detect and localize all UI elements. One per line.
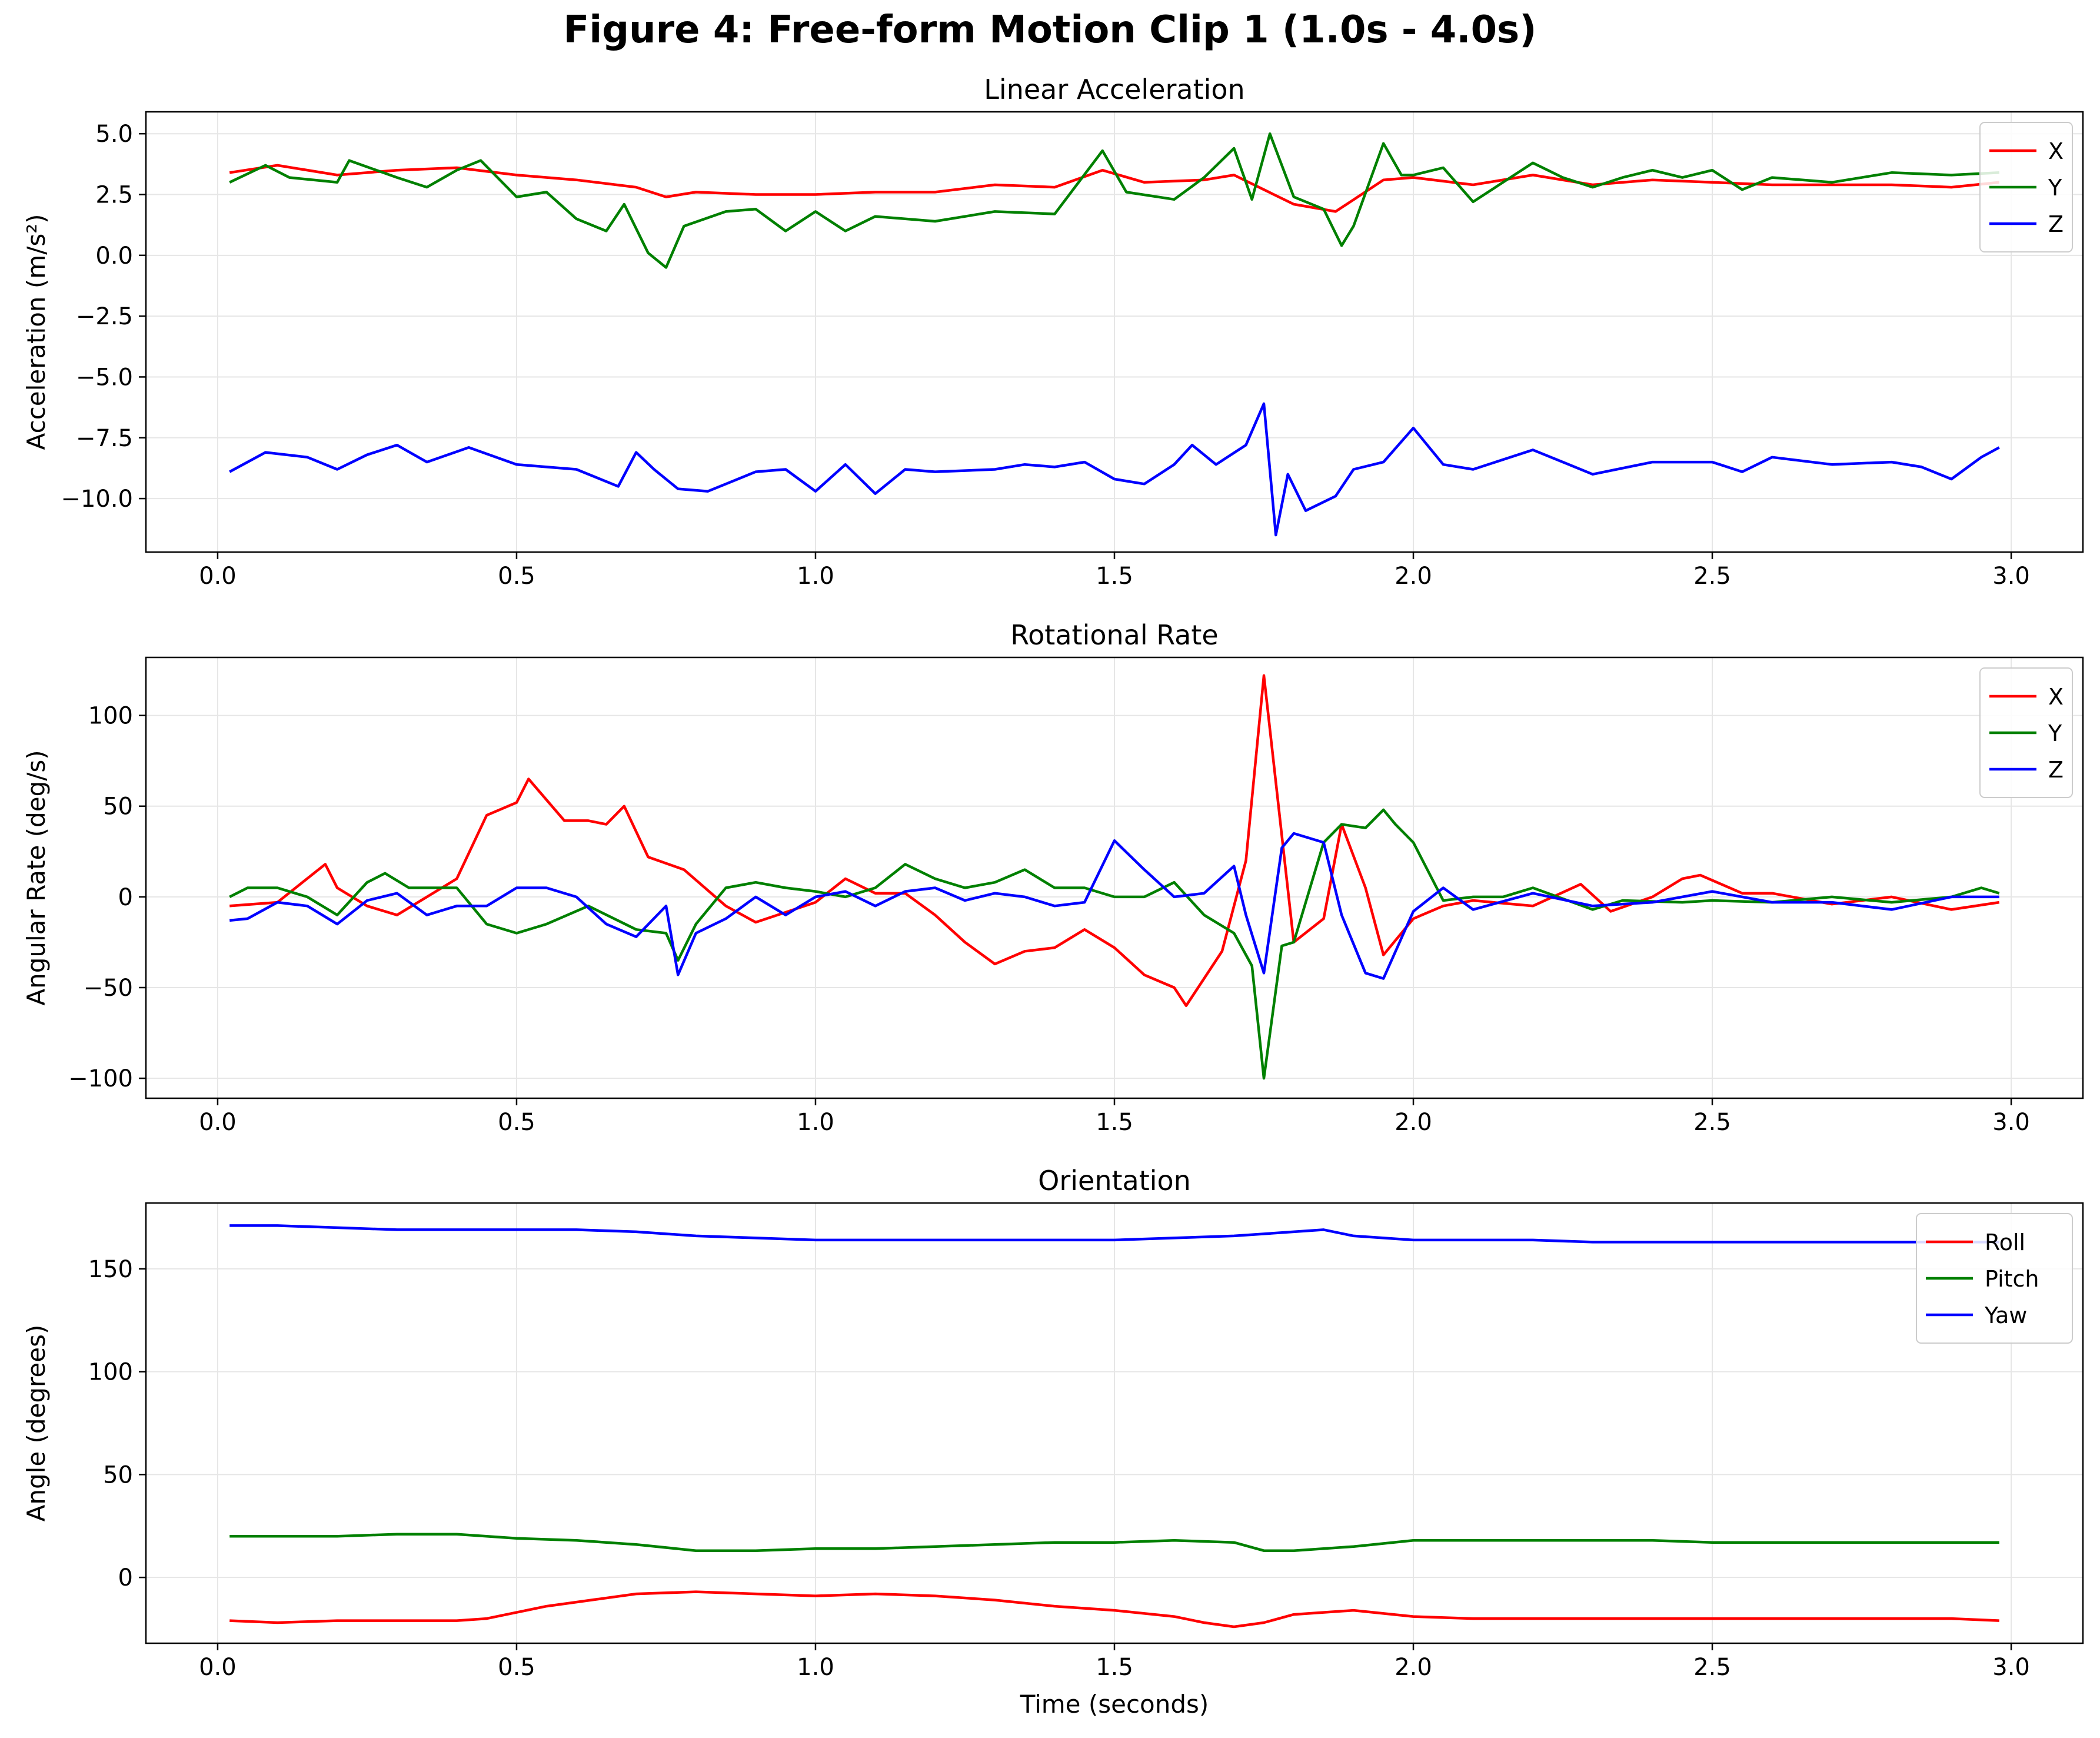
y-tick-label: 100: [88, 1359, 133, 1386]
x-tick-label: 0.0: [199, 563, 237, 590]
y-tick-label: −10.0: [61, 486, 133, 513]
legend: Roll Pitch Yaw: [1916, 1213, 2073, 1344]
chart-panel-1: 0.0 0.5 1.0 1.5 2.0 2.5 3.0 −10.0 −7.5 −5.0 −2.5 0.…: [22, 74, 2084, 590]
x-tick-label: 1.5: [1096, 1654, 1133, 1681]
y-tick-label: 50: [103, 1461, 133, 1488]
y-tick-label: −2.5: [76, 303, 133, 330]
series-line-roll: [229, 1590, 1999, 1629]
legend-label-y: Y: [2048, 175, 2062, 201]
legend-box: [1916, 1213, 2073, 1344]
y-tick-label: 5.0: [95, 121, 133, 148]
y-axis-label: Angle (degrees): [22, 1325, 51, 1522]
series-line-pitch: [229, 1533, 1999, 1552]
x-tick-label: 1.5: [1096, 1109, 1133, 1136]
x-tick-label: 2.5: [1693, 563, 1731, 590]
x-tick-label: 0.5: [498, 1109, 535, 1136]
series-line-y: [229, 132, 1999, 269]
chart-title: Rotational Rate: [1010, 619, 1218, 651]
x-tick-label: 2.5: [1693, 1654, 1731, 1681]
y-tick-label: 50: [103, 793, 133, 820]
legend-label-x: X: [2048, 684, 2064, 710]
x-tick-label: 0.5: [498, 563, 535, 590]
x-tick-label: 2.0: [1395, 1109, 1432, 1136]
legend-label-z: Z: [2048, 211, 2064, 237]
x-tick-label: 2.5: [1693, 1109, 1731, 1136]
x-tick-label: 2.0: [1395, 1654, 1432, 1681]
x-tick-label: 3.0: [1992, 1654, 2030, 1681]
x-tick-label: 3.0: [1992, 563, 2030, 590]
series-line-yaw: [229, 1224, 1999, 1244]
legend-label-yaw: Yaw: [1984, 1302, 2027, 1328]
chart-title: Linear Acceleration: [984, 74, 1244, 105]
y-tick-label: 0.0: [95, 242, 133, 270]
chart-panel-2: 0.0 0.5 1.0 1.5 2.0 2.5 3.0 −100 −50 0 50 100 Rotati…: [22, 619, 2084, 1136]
y-tick-label: −7.5: [76, 425, 133, 452]
series-line-z: [229, 402, 2000, 537]
y-tick-label: 0: [118, 884, 133, 911]
y-tick-label: 100: [88, 703, 133, 730]
figure-title: Figure 4: Free-form Motion Clip 1 (1.0s …: [563, 8, 1537, 52]
series-line-z: [229, 832, 1999, 980]
y-tick-label: 0: [118, 1564, 133, 1591]
legend-label-roll: Roll: [1985, 1229, 2025, 1255]
y-axis-label: Angular Rate (deg/s): [22, 750, 51, 1005]
legend: XYZ: [1979, 667, 2073, 798]
y-tick-label: 2.5: [95, 182, 133, 209]
x-tick-label: 2.0: [1395, 563, 1432, 590]
chart-title: Orientation: [1038, 1165, 1191, 1197]
legend-label-z: Z: [2048, 757, 2064, 783]
chart-panel-3: 0.0 0.5 1.0 1.5 2.0 2.5 3.0 0 50 100 150 Orientatio…: [22, 1165, 2084, 1719]
y-axis-label: Acceleration (m/s²): [22, 214, 51, 450]
x-tick-label: 0.0: [199, 1109, 237, 1136]
legend-label-y: Y: [2048, 720, 2062, 746]
legend-label-pitch: Pitch: [1985, 1266, 2039, 1292]
x-tick-label: 1.0: [797, 563, 834, 590]
y-tick-label: −50: [84, 975, 133, 1002]
x-tick-label: 0.0: [199, 1654, 237, 1681]
y-tick-label: 150: [88, 1256, 133, 1283]
legend-label-x: X: [2048, 138, 2064, 164]
y-tick-label: −100: [68, 1065, 133, 1092]
x-tick-label: 1.5: [1096, 563, 1133, 590]
y-tick-label: −5.0: [76, 364, 133, 391]
x-tick-label: 0.5: [498, 1654, 535, 1681]
series-line-y: [229, 808, 2000, 1080]
legend: XYZ: [1979, 122, 2073, 252]
x-tick-label: 1.0: [797, 1654, 834, 1681]
x-tick-label: 3.0: [1992, 1109, 2030, 1136]
series-line-x: [229, 164, 2000, 213]
x-axis-label: Time (seconds): [1020, 1690, 1209, 1719]
x-tick-label: 1.0: [797, 1109, 834, 1136]
